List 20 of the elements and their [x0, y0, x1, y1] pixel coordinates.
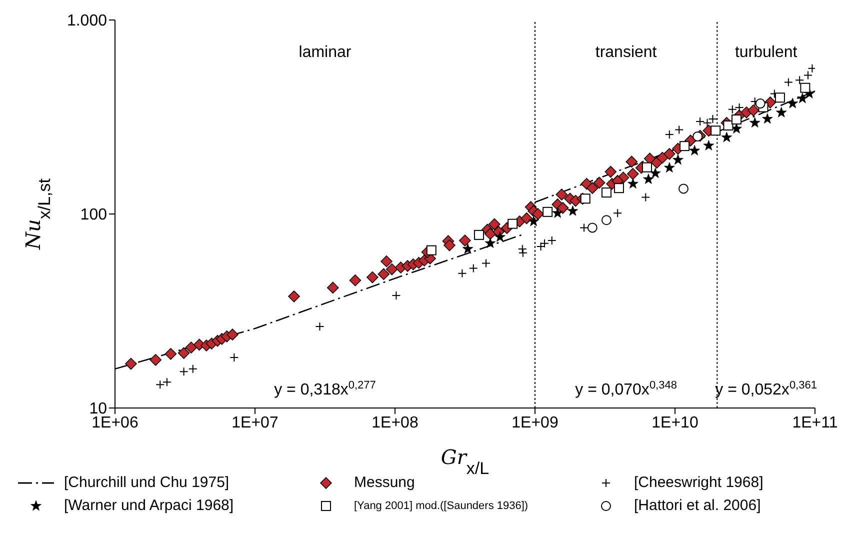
x-tick-label: 1E+07	[232, 414, 278, 432]
x-tick-label: 1E+09	[512, 414, 558, 432]
legend-label: [Hattori et al. 2006]	[634, 497, 761, 514]
legend-label: [Yang 2001] mod.([Saunders 1936])	[354, 500, 528, 512]
legend-label: [Cheeswright 1968]	[634, 474, 764, 491]
x-axis-title: Gr$_{x/L}$	[440, 445, 490, 478]
legend-label: Messung	[354, 474, 415, 491]
annotation: y = 0,318x$^{0,277}$	[274, 380, 376, 399]
x-tick-label: 1E+08	[372, 414, 418, 432]
legend-label: [Churchill und Chu 1975]	[64, 474, 230, 491]
y-tick-label: 1.000	[66, 12, 108, 30]
y-tick-label: 100	[80, 206, 108, 224]
x-tick-label: 1E+11	[792, 414, 838, 432]
annotation: y = 0,052x$^{0,361}$	[715, 380, 817, 399]
annotation: transient	[595, 44, 658, 62]
x-tick-label: 1E+10	[652, 414, 698, 432]
annotation: y = 0,070x$^{0,348}$	[575, 380, 677, 399]
annotation: laminar	[298, 44, 352, 62]
annotation: turbulent	[734, 44, 798, 62]
legend-label: [Warner und Arpaci 1968]	[64, 497, 234, 514]
